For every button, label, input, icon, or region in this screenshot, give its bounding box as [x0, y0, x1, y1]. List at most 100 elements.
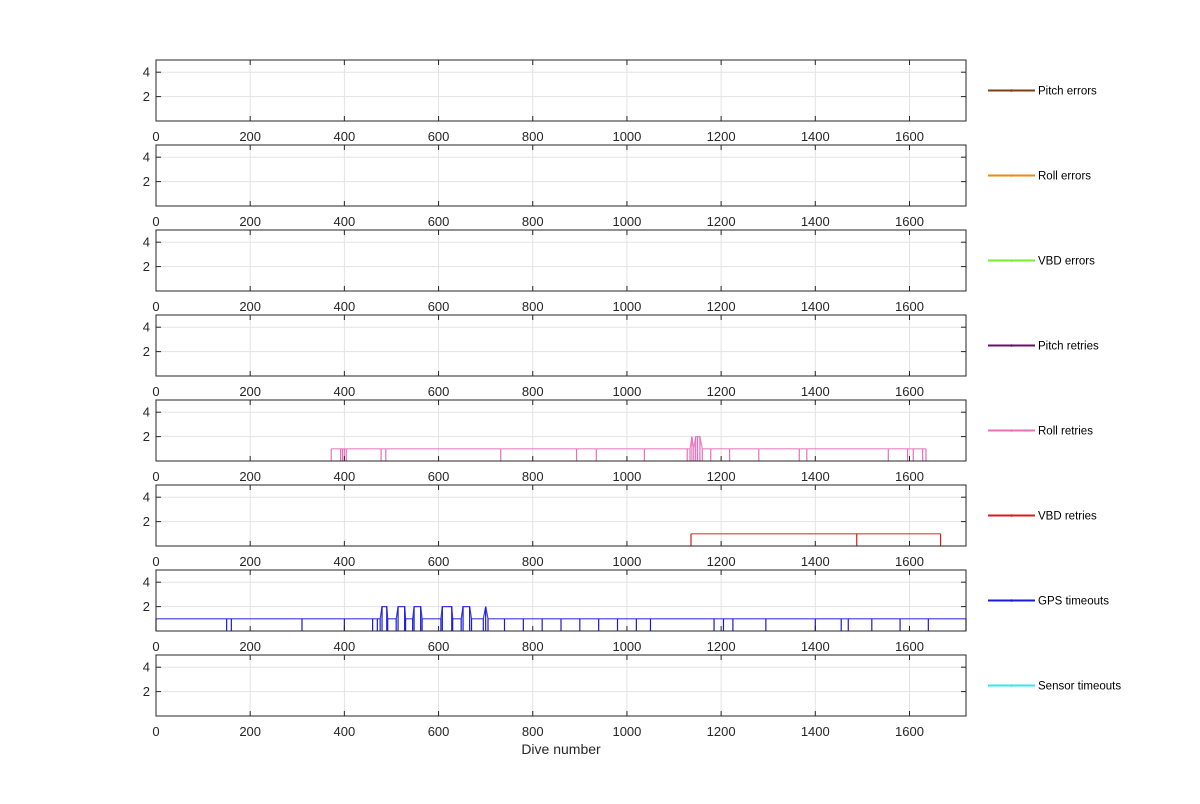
legend-label: VBD retries — [1038, 511, 1097, 523]
x-tick-label: 0 — [152, 724, 159, 739]
x-tick-label: 0 — [152, 214, 159, 229]
x-tick-label: 200 — [239, 639, 261, 654]
legend-marker — [1010, 174, 1013, 177]
panel-roll-retries: 0 200 400 600 800 1000 1200 1400 1600 2 4 Roll retr… — [143, 399, 1093, 484]
x-tick-label: 1000 — [612, 724, 641, 739]
y-tick-label: 2 — [143, 259, 150, 274]
x-tick-label: 1000 — [612, 299, 641, 314]
x-tick-label: 800 — [522, 129, 544, 144]
x-tick-label: 800 — [522, 299, 544, 314]
x-tick-label: 200 — [239, 724, 261, 739]
x-tick-label: 1000 — [612, 554, 641, 569]
axes-box — [155, 229, 967, 292]
x-tick-label: 1400 — [801, 384, 830, 399]
x-tick-label: 1600 — [895, 384, 924, 399]
y-tick-label: 2 — [143, 89, 150, 104]
x-tick-label: 1200 — [707, 469, 736, 484]
panel-sensor-timeouts: 0 200 400 600 800 1000 1200 1400 1600 2 4 Sensor ti… — [143, 654, 1121, 739]
panel-pitch-errors: 0 200 400 600 800 1000 1200 1400 1600 2 4 Pitch err… — [143, 59, 1097, 144]
x-tick-label: 400 — [334, 384, 356, 399]
x-tick-label: 1200 — [707, 639, 736, 654]
legend-entry-gps-timeouts: GPS timeouts — [988, 596, 1109, 608]
x-tick-label: 800 — [522, 384, 544, 399]
legend-label: VBD errors — [1038, 256, 1095, 268]
axes-box — [155, 569, 967, 632]
axes-box — [155, 399, 967, 462]
series-line — [331, 436, 926, 450]
legend-marker — [1010, 429, 1013, 432]
legend-marker — [1010, 344, 1013, 347]
x-tick-label: 600 — [428, 724, 450, 739]
x-tick-label: 1200 — [707, 129, 736, 144]
y-tick-label: 4 — [143, 320, 150, 335]
legend-marker — [1010, 514, 1013, 517]
legend-label: Pitch errors — [1038, 86, 1097, 98]
x-tick-label: 600 — [428, 384, 450, 399]
y-tick-label: 2 — [143, 599, 150, 614]
x-tick-label: 400 — [334, 554, 356, 569]
x-tick-label: 0 — [152, 129, 159, 144]
x-tick-label: 400 — [334, 469, 356, 484]
legend-label: Pitch retries — [1038, 341, 1099, 353]
y-tick-label: 4 — [143, 235, 150, 250]
x-tick-label: 0 — [152, 384, 159, 399]
x-tick-label: 1200 — [707, 554, 736, 569]
x-tick-label: 400 — [334, 299, 356, 314]
x-tick-label: 1000 — [612, 639, 641, 654]
x-tick-label: 400 — [334, 639, 356, 654]
x-tick-label: 1600 — [895, 724, 924, 739]
x-tick-label: 600 — [428, 299, 450, 314]
panel-roll-errors: 0 200 400 600 800 1000 1200 1400 1600 2 4 Roll erro… — [143, 144, 1091, 229]
x-tick-label: 1400 — [801, 299, 830, 314]
legend-label: Sensor timeouts — [1038, 681, 1121, 693]
axes-box — [155, 484, 967, 547]
y-tick-label: 4 — [143, 65, 150, 80]
axes-box — [155, 59, 967, 122]
legend-entry-vbd-retries: VBD retries — [988, 511, 1097, 523]
x-tick-label: 1600 — [895, 554, 924, 569]
legend-marker — [1010, 89, 1013, 92]
panel-vbd-retries: 0 200 400 600 800 1000 1200 1400 1600 2 4 VBD retri… — [143, 484, 1097, 569]
legend-entry-sensor-timeouts: Sensor timeouts — [988, 681, 1121, 693]
x-tick-label: 1400 — [801, 129, 830, 144]
x-tick-label: 200 — [239, 384, 261, 399]
x-tick-label: 600 — [428, 214, 450, 229]
legend-marker — [1010, 684, 1013, 687]
x-tick-label: 1200 — [707, 299, 736, 314]
legend-marker — [1010, 599, 1013, 602]
y-tick-label: 2 — [143, 429, 150, 444]
x-tick-label: 600 — [428, 129, 450, 144]
x-tick-label: 800 — [522, 214, 544, 229]
y-tick-label: 4 — [143, 490, 150, 505]
x-tick-label: 800 — [522, 554, 544, 569]
x-tick-label: 800 — [522, 639, 544, 654]
x-tick-label: 1200 — [707, 724, 736, 739]
x-tick-label: 1200 — [707, 384, 736, 399]
x-tick-label: 200 — [239, 554, 261, 569]
x-axis-label: Dive number — [521, 741, 601, 757]
x-tick-label: 1600 — [895, 299, 924, 314]
x-tick-label: 200 — [239, 299, 261, 314]
legend-entry-pitch-retries: Pitch retries — [988, 341, 1099, 353]
panel-pitch-retries: 0 200 400 600 800 1000 1200 1400 1600 2 4 Pitch ret… — [143, 314, 1099, 399]
x-tick-label: 0 — [152, 469, 159, 484]
axes-box — [155, 314, 967, 377]
y-tick-label: 2 — [143, 514, 150, 529]
y-tick-label: 2 — [143, 684, 150, 699]
y-tick-label: 4 — [143, 660, 150, 675]
axes-box — [155, 144, 967, 207]
x-tick-label: 1400 — [801, 469, 830, 484]
legend-entry-vbd-errors: VBD errors — [988, 256, 1095, 268]
x-tick-label: 1600 — [895, 639, 924, 654]
legend-label: GPS timeouts — [1038, 596, 1109, 608]
x-tick-label: 200 — [239, 469, 261, 484]
series-line — [156, 606, 966, 620]
y-tick-label: 2 — [143, 174, 150, 189]
axes-box — [155, 654, 967, 717]
x-tick-label: 600 — [428, 554, 450, 569]
panel-vbd-errors: 0 200 400 600 800 1000 1200 1400 1600 2 4 VBD error… — [143, 229, 1095, 314]
x-tick-label: 1000 — [612, 469, 641, 484]
y-tick-label: 4 — [143, 405, 150, 420]
